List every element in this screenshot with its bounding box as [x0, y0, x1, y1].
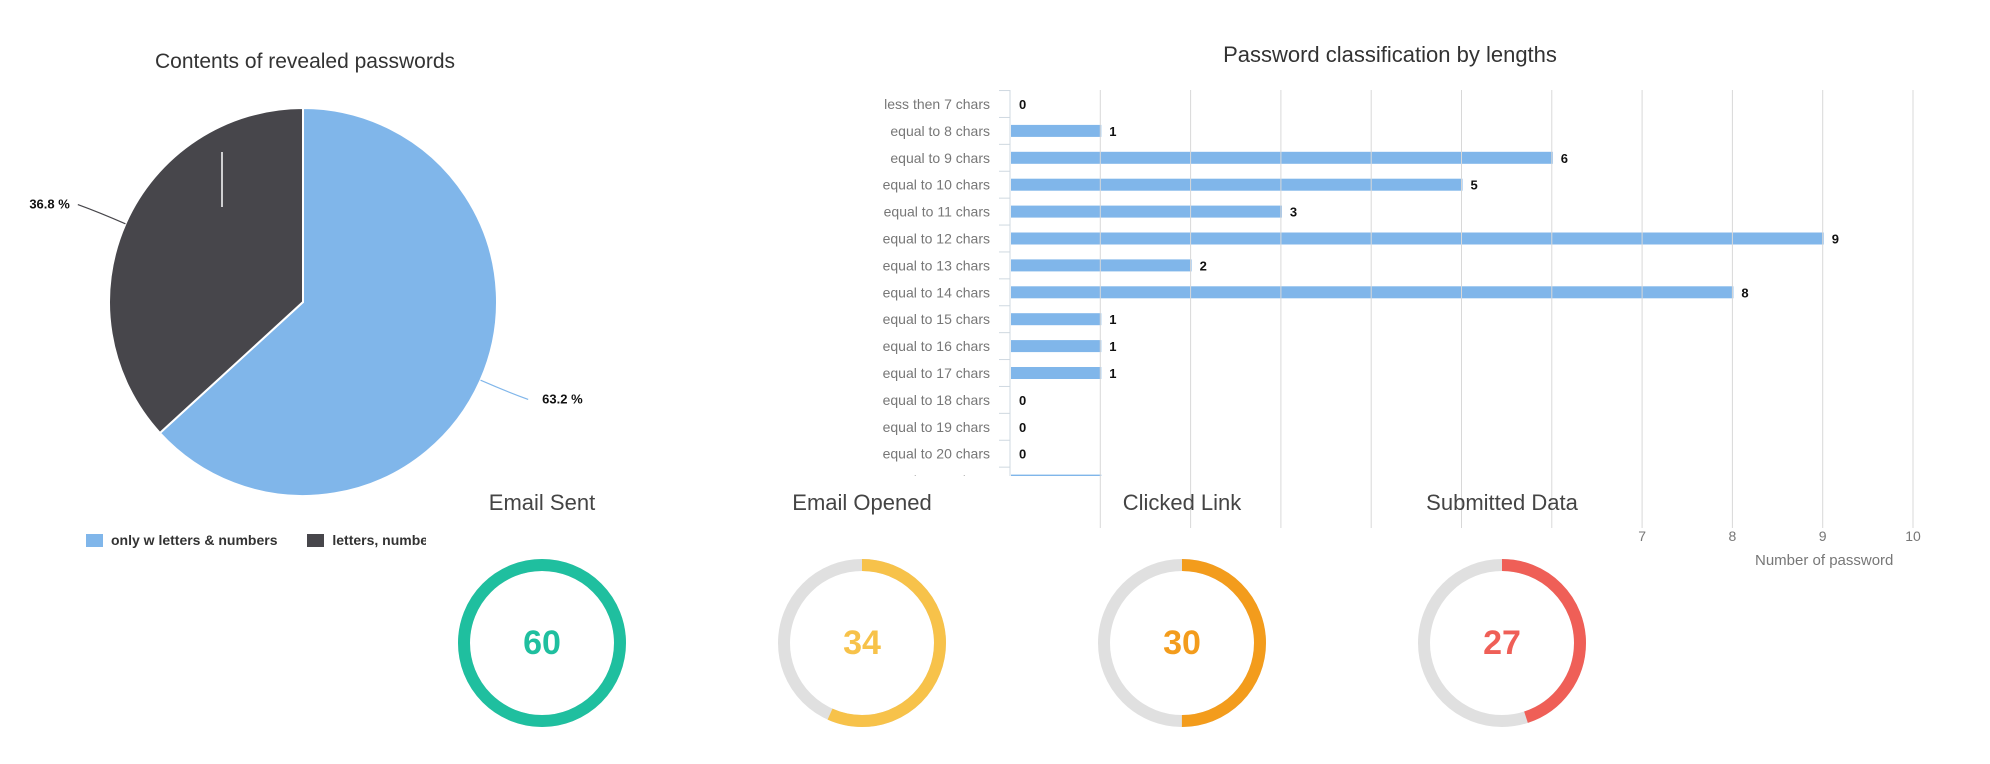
bar-data-label-9: 1	[1109, 339, 1116, 354]
bar-6[interactable]	[1011, 259, 1192, 272]
legend-label: letters, numbe	[332, 532, 426, 548]
pie-connector-1	[77, 203, 126, 225]
bar-8[interactable]	[1011, 313, 1102, 326]
pie-chart-title: Contents of revealed passwords	[155, 50, 455, 73]
bar-data-label-6: 2	[1200, 258, 1207, 273]
bar-5[interactable]	[1011, 232, 1824, 245]
bar-10[interactable]	[1011, 367, 1102, 379]
bar-14[interactable]	[1011, 474, 1102, 487]
donut-progress	[1418, 559, 1586, 727]
submitted-data-donut: 27	[1412, 553, 1592, 733]
category-label-10: equal to 17 chars	[883, 365, 990, 381]
bar-data-label-7: 8	[1741, 285, 1748, 300]
pie-data-label-0: 63.2 %	[542, 391, 583, 406]
bar-data-label-10: 1	[1109, 366, 1116, 381]
category-label-7: equal to 14 chars	[883, 284, 990, 300]
bar-data-label-3: 5	[1471, 178, 1478, 193]
category-label-9: equal to 16 chars	[883, 338, 990, 354]
legend-item-letters-numbers[interactable]: only w letters & numbers	[86, 532, 277, 548]
category-label-12: equal to 19 chars	[883, 419, 990, 435]
category-label-5: equal to 12 chars	[883, 231, 990, 247]
bar-7[interactable]	[1011, 286, 1734, 299]
bar-data-label-2: 6	[1561, 151, 1568, 166]
email-sent-donut: 60	[452, 553, 632, 733]
donut-progress	[778, 559, 946, 727]
submitted-data-count: 27	[1483, 624, 1521, 662]
pie-data-label-1: 36.8 %	[29, 197, 70, 212]
category-label-11: equal to 18 chars	[883, 392, 990, 408]
x-tick-label-3: 10	[1905, 528, 1921, 544]
category-label-2: equal to 9 chars	[890, 150, 990, 166]
x-tick-label-0: 7	[1638, 528, 1646, 544]
bar-1[interactable]	[1011, 124, 1102, 137]
bar-data-label-14: 1	[1109, 474, 1116, 489]
bar-chart-title: Password classification by lengths	[1223, 42, 1557, 67]
category-label-1: equal to 8 chars	[890, 123, 990, 139]
category-label-6: equal to 13 chars	[883, 257, 990, 273]
email-sent-ring	[458, 559, 626, 727]
pie-chart: 63.2 % 36.8 %	[29, 106, 583, 497]
email-opened-donut: 34	[772, 553, 952, 733]
bar-data-label-4: 3	[1290, 205, 1297, 220]
x-tick-label-2: 9	[1819, 528, 1827, 544]
clicked-link-donut: 30	[1092, 553, 1272, 733]
bar-data-label-5: 9	[1832, 232, 1839, 247]
bar-data-label-1: 1	[1109, 124, 1116, 139]
legend-swatch	[307, 533, 325, 547]
bar-data-label-8: 1	[1109, 312, 1116, 327]
category-label-14: equal to 21 chars	[883, 473, 990, 489]
category-label-13: equal to 20 chars	[883, 446, 990, 462]
pie-slice-1[interactable]	[108, 106, 304, 435]
donut-progress	[1098, 559, 1266, 727]
clicked-link-ring	[1098, 559, 1266, 727]
x-axis-title: Number of password	[1755, 552, 1893, 569]
email-opened-count: 34	[843, 624, 881, 662]
bar-data-label-13: 0	[1019, 447, 1026, 462]
category-label-4: equal to 11 chars	[884, 204, 990, 220]
email-sent-count: 60	[523, 624, 561, 662]
bar-4[interactable]	[1011, 205, 1282, 218]
bar-9[interactable]	[1011, 340, 1102, 353]
pie-connector-0	[480, 379, 529, 401]
bar-3[interactable]	[1011, 178, 1463, 191]
legend-swatch	[86, 533, 103, 547]
bar-2[interactable]	[1011, 151, 1553, 164]
submitted-data-title: Submitted Data	[1426, 490, 1578, 515]
x-tick-label-1: 8	[1729, 528, 1737, 544]
bar-data-label-11: 0	[1019, 393, 1026, 408]
legend-item-letters-numbers-symbols[interactable]: letters, numbe	[307, 532, 426, 548]
bar-data-label-12: 0	[1019, 420, 1026, 435]
category-label-3: equal to 10 chars	[883, 177, 990, 193]
pie-legend: only w letters & numbers letters, numbe	[86, 532, 426, 556]
donut-progress	[458, 559, 626, 727]
clicked-link-count: 30	[1163, 624, 1201, 662]
bar-data-label-0: 0	[1019, 97, 1026, 112]
legend-label: only w letters & numbers	[111, 532, 278, 548]
email-opened-title: Email Opened	[792, 490, 932, 515]
email-sent-title: Email Sent	[488, 490, 596, 515]
clicked-link-title: Clicked Link	[1122, 490, 1242, 515]
submitted-data-ring	[1418, 559, 1586, 727]
category-label-0: less then 7 chars	[884, 96, 990, 112]
pie-slice-0[interactable]	[158, 106, 498, 497]
category-label-8: equal to 15 chars	[883, 311, 990, 327]
email-opened-ring	[778, 559, 946, 727]
